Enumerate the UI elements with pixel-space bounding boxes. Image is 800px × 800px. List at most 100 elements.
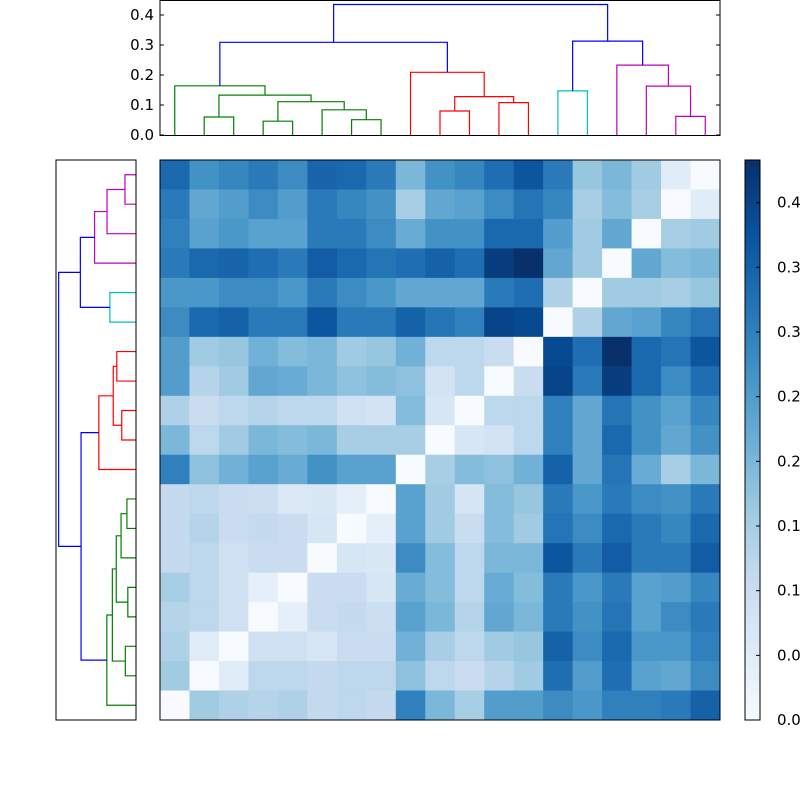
heatmap-cell (307, 218, 338, 249)
heatmap-cell (336, 189, 367, 220)
heatmap-cell (218, 572, 249, 603)
dendrogram-link (262, 120, 294, 135)
dendrogram-link (98, 395, 136, 471)
heatmap-cell (661, 395, 692, 426)
heatmap-cell (336, 690, 367, 721)
heatmap-cell (661, 307, 692, 338)
heatmap-cell (631, 248, 662, 279)
heatmap-cell (690, 454, 721, 485)
colorbar-segment (745, 685, 760, 691)
colorbar-segment (745, 455, 760, 461)
heatmap-cell (160, 277, 190, 308)
colorbar-segment (745, 420, 760, 426)
colorbar-segment (745, 295, 760, 301)
heatmap-cell (366, 661, 397, 692)
heatmap-cell (336, 661, 367, 692)
heatmap-cell (189, 395, 220, 426)
colorbar-segment (745, 605, 760, 611)
heatmap-cell (572, 661, 603, 692)
heatmap-cell (425, 218, 456, 249)
heatmap-cell (631, 336, 662, 367)
heatmap-cell (602, 248, 633, 279)
heatmap-cell (277, 336, 308, 367)
colorbar-segment (745, 380, 760, 386)
heatmap-cell (543, 602, 574, 633)
colorbar-segment (745, 340, 760, 346)
colorbar-segment (745, 260, 760, 266)
heatmap-cell (218, 160, 249, 190)
colorbar-segment (745, 580, 760, 586)
colorbar-segment (745, 370, 760, 376)
heatmap-cell (602, 425, 633, 456)
heatmap-cell (248, 248, 279, 279)
heatmap-cell (336, 248, 367, 279)
colorbar-segment (745, 330, 760, 336)
dendrogram-link (498, 102, 530, 135)
colorbar-segment (745, 245, 760, 251)
colorbar-segment (745, 505, 760, 511)
colorbar-segment (745, 375, 760, 381)
heatmap-cell (602, 395, 633, 426)
heatmap-cell (454, 336, 485, 367)
heatmap-cell (513, 661, 544, 692)
heatmap-cell (631, 307, 662, 338)
top-dendrogram: 0.0 0.1 0.2 0.3 0.4 (130, 0, 721, 144)
heatmap-cell (307, 513, 338, 544)
colorbar-tick-label: 0.20 (777, 452, 800, 470)
colorbar-segment (745, 390, 760, 396)
heatmap-cell (218, 277, 249, 308)
colorbar-segment (745, 425, 760, 431)
heatmap-cell (543, 248, 574, 279)
colorbar-tick-label: 0.35 (777, 258, 800, 276)
heatmap-cell (602, 484, 633, 515)
heatmap-cell (336, 425, 367, 456)
heatmap-cell (307, 307, 338, 338)
colorbar-segment (745, 670, 760, 676)
colorbar-segment (745, 565, 760, 571)
heatmap-cell (218, 602, 249, 633)
heatmap-cell (690, 484, 721, 515)
heatmap-cell (513, 189, 544, 220)
heatmap-cell (307, 248, 338, 279)
heatmap-cell (513, 366, 544, 397)
colorbar-segment (745, 495, 760, 501)
heatmap-cell (425, 277, 456, 308)
heatmap-cell (248, 160, 279, 190)
heatmap-cell (454, 395, 485, 426)
colorbar-segment (745, 710, 760, 716)
heatmap-cell (160, 307, 190, 338)
colorbar-segment (745, 660, 760, 666)
heatmap-cell (366, 248, 397, 279)
colorbar-segment (745, 170, 760, 176)
heatmap-cell (572, 277, 603, 308)
heatmap-cell (160, 366, 190, 397)
heatmap-cell (484, 690, 515, 721)
colorbar-segment (745, 405, 760, 411)
colorbar-segment (745, 675, 760, 681)
colorbar-segment (745, 430, 760, 436)
heatmap-cell (277, 189, 308, 220)
heatmap-cell (395, 661, 426, 692)
heatmap-cell (307, 454, 338, 485)
heatmap-cell (395, 543, 426, 574)
dendrogram-link (115, 535, 128, 603)
heatmap-cell (395, 425, 426, 456)
heatmap-cell (248, 602, 279, 633)
colorbar-segment (745, 250, 760, 256)
heatmap-cell (425, 631, 456, 662)
heatmap-cell (484, 277, 515, 308)
heatmap-cell (248, 484, 279, 515)
heatmap-cell (543, 425, 574, 456)
colorbar-segment (745, 545, 760, 551)
heatmap-cell (189, 602, 220, 633)
heatmap-cell (631, 690, 662, 721)
heatmap-cell (336, 366, 367, 397)
heatmap-cell (484, 160, 515, 190)
heatmap-cell (395, 189, 426, 220)
colorbar-segment (745, 230, 760, 236)
dendrogram-link (80, 432, 107, 661)
heatmap-cell (395, 690, 426, 721)
colorbar-segment (745, 410, 760, 416)
colorbar-segment (745, 665, 760, 671)
heatmap-cell (454, 661, 485, 692)
